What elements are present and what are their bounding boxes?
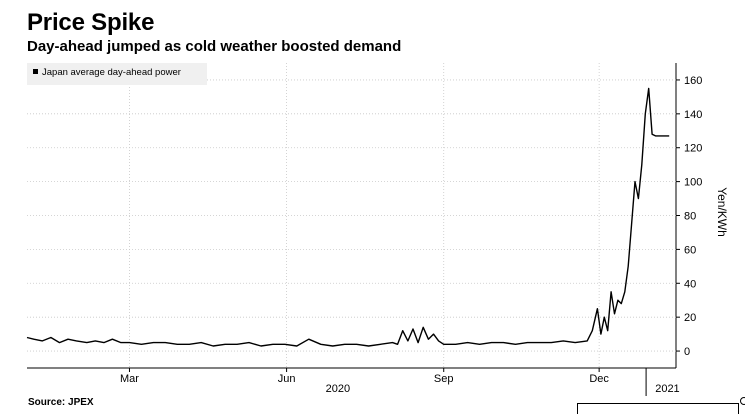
y-tick-label: 80 (684, 211, 696, 223)
series-layer (26, 87, 670, 347)
legend-entry: Japan average day-ahead power (33, 67, 181, 78)
legend-swatch (33, 69, 38, 74)
y-tick-label: 20 (684, 312, 696, 324)
source-note: Source: JPEX (28, 397, 94, 408)
series-line (26, 87, 670, 347)
overlay-box (577, 403, 739, 414)
y-tick-label: 120 (684, 143, 702, 155)
y-tick-label: 40 (684, 278, 696, 290)
legend-label: Japan average day-ahead power (42, 67, 181, 78)
y-axis: 0 20 40 60 80 100 120 140 160 (676, 75, 702, 358)
gridlines (27, 63, 676, 368)
year-label: 2020 (326, 383, 350, 395)
x-tick-label: Dec (589, 373, 609, 385)
legend (27, 63, 207, 85)
y-tick-label: 100 (684, 177, 702, 189)
y-tick-label: 0 (684, 346, 690, 358)
x-tick-label: Mar (120, 373, 139, 385)
y-tick-label: 140 (684, 109, 702, 121)
year-label: 2021 (655, 383, 679, 395)
x-tick-label: Sep (434, 373, 454, 385)
circle-icon (740, 397, 745, 405)
y-tick-label: 60 (684, 244, 696, 256)
y-tick-label: 160 (684, 75, 702, 87)
chart-title: Price Spike (27, 9, 155, 36)
y-axis-label: Yen/KWh (715, 187, 729, 237)
chart-subtitle: Day-ahead jumped as cold weather boosted… (27, 38, 402, 55)
x-tick-label: Jun (278, 373, 296, 385)
x-axis: Mar Jun Sep Dec 2020 2021 (120, 368, 680, 396)
